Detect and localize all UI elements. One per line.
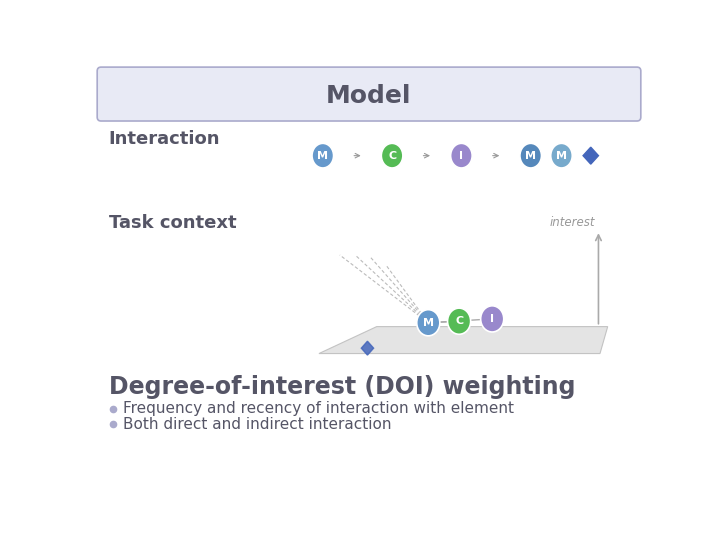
Text: M: M [423,318,433,328]
Text: M: M [525,151,536,161]
Text: Degree-of-interest (DOI) weighting: Degree-of-interest (DOI) weighting [109,375,575,399]
Polygon shape [583,147,598,164]
Text: M: M [318,151,328,161]
Text: Interaction: Interaction [109,131,220,149]
Text: C: C [455,316,463,326]
Text: Task context: Task context [109,214,236,232]
Text: C: C [388,151,396,161]
FancyBboxPatch shape [97,67,641,121]
Ellipse shape [520,143,541,168]
Ellipse shape [481,306,504,332]
Ellipse shape [551,143,572,168]
Text: Model: Model [326,84,412,107]
Ellipse shape [451,143,472,168]
Text: M: M [556,151,567,161]
Text: I: I [490,314,494,324]
Text: Frequency and recency of interaction with element: Frequency and recency of interaction wit… [122,402,513,416]
Ellipse shape [448,308,471,334]
Polygon shape [319,327,608,354]
Ellipse shape [382,143,403,168]
Ellipse shape [417,309,440,336]
Text: I: I [459,151,464,161]
Text: Both direct and indirect interaction: Both direct and indirect interaction [122,417,391,432]
Ellipse shape [312,143,333,168]
Polygon shape [361,341,374,355]
Text: interest: interest [550,216,595,229]
